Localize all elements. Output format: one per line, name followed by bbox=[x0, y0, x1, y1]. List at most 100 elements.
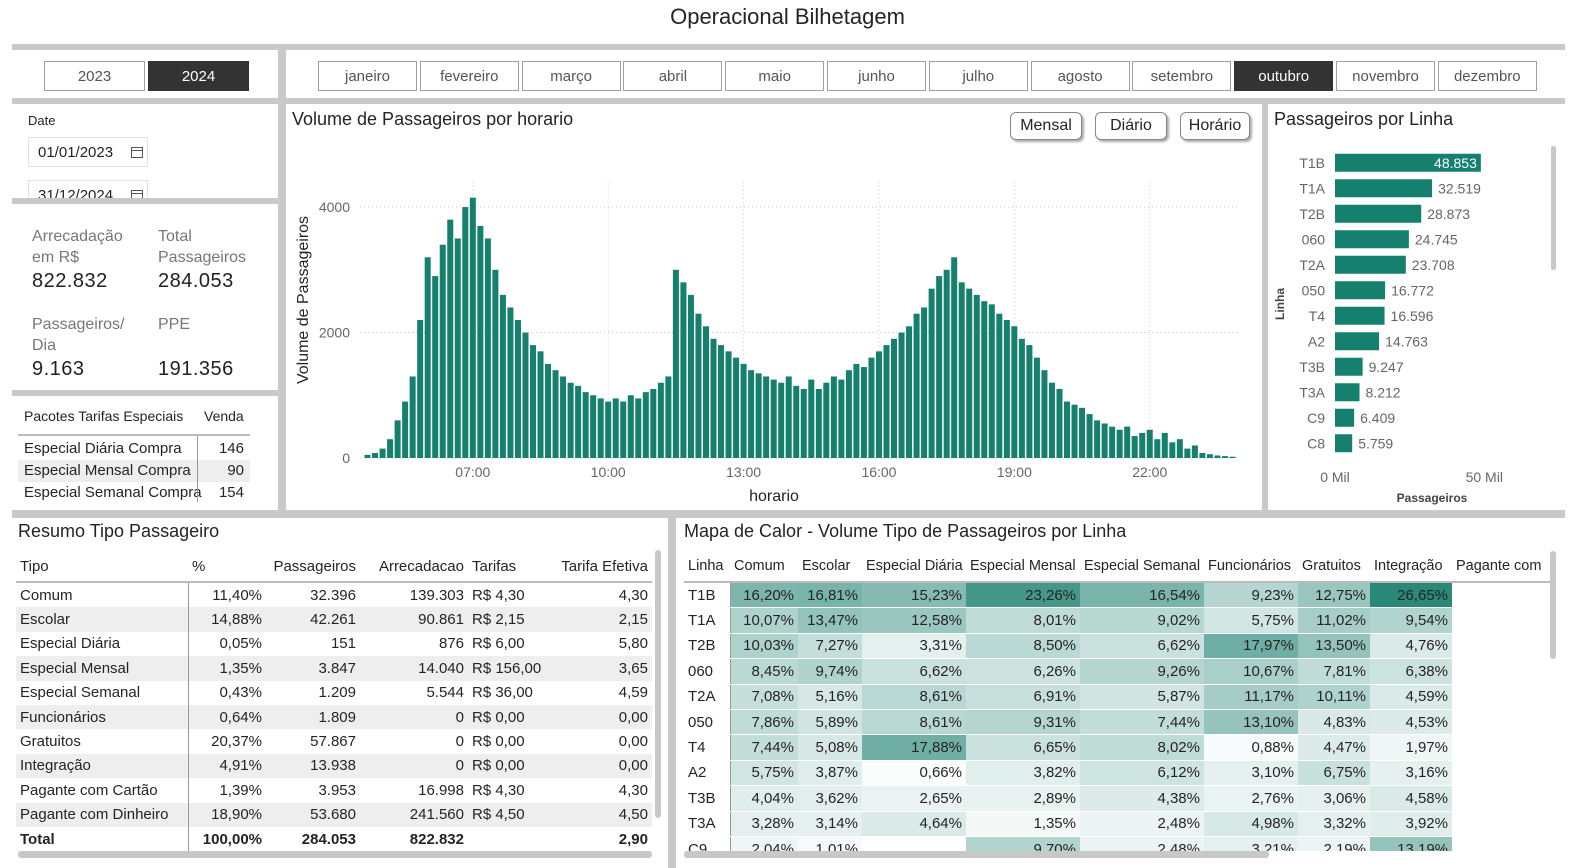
row-header: A2 bbox=[684, 760, 731, 787]
table-row: C9 2,04% 1,01% 9,70% 2,48% 3,21% 2,19% 13,19% bbox=[684, 836, 1550, 851]
scrollbar[interactable] bbox=[655, 550, 661, 818]
month-button[interactable]: novembro bbox=[1336, 61, 1435, 91]
month-button[interactable]: setembro bbox=[1132, 61, 1232, 91]
heat-cell: 4,76% bbox=[1370, 633, 1452, 660]
table-cell: 151 bbox=[330, 635, 356, 653]
table-row: T2A 7,08% 5,16% 8,61% 6,91% 5,87% 11,17% 10,11%… bbox=[684, 684, 1550, 710]
month-button[interactable]: agosto bbox=[1030, 61, 1130, 91]
bar bbox=[1109, 426, 1116, 458]
heat-cell: 12,75% bbox=[1298, 582, 1370, 609]
bar bbox=[913, 313, 920, 458]
heat-cell: 6,12% bbox=[1080, 760, 1204, 787]
month-button[interactable]: julho bbox=[928, 61, 1028, 91]
heat-cell: 9,54% bbox=[1370, 607, 1452, 634]
month-slicer: janeiro fevereiro março abril maio junho julho… bbox=[286, 50, 1565, 98]
row-header: T2A bbox=[684, 684, 731, 710]
bar bbox=[845, 370, 852, 458]
y-tick-label: 2000 bbox=[319, 325, 350, 341]
histogram-chart: Volume de Passageiros por horario 0 2000 40… bbox=[292, 109, 1240, 505]
heat-cell: 6,65% bbox=[966, 734, 1080, 761]
table-cell: 1.809 bbox=[266, 704, 360, 730]
date-end[interactable]: 31/12/2024 bbox=[28, 180, 148, 198]
bar bbox=[875, 351, 882, 458]
bar bbox=[702, 326, 709, 458]
bar bbox=[1221, 456, 1228, 458]
bar bbox=[748, 370, 755, 458]
bar bbox=[379, 448, 386, 458]
heat-cell: 4,83% bbox=[1298, 709, 1370, 736]
y-tick-label: C9 bbox=[1307, 410, 1325, 426]
table-cell: 0 bbox=[455, 733, 464, 751]
bar bbox=[988, 304, 995, 458]
table-cell: Especial Mensal bbox=[16, 656, 189, 681]
calendar-icon bbox=[131, 147, 143, 158]
heatmap-title: Mapa de Calor - Volume Tipo de Passageir… bbox=[684, 521, 1127, 541]
bar bbox=[657, 382, 664, 458]
table-cell: 0,05% bbox=[219, 635, 262, 653]
heat-cell: 4,47% bbox=[1298, 734, 1370, 761]
month-button[interactable]: fevereiro bbox=[419, 61, 519, 91]
x-tick-label: 0 Mil bbox=[1320, 469, 1350, 485]
table-cell: R$ 4,50 bbox=[468, 802, 551, 827]
table-cell: R$ 0,00 bbox=[468, 753, 551, 779]
year-button[interactable]: 2024 bbox=[148, 61, 249, 91]
table-row: Pagante com Cartão 1,39% 3.953 16.998 R$ 4,3… bbox=[16, 778, 652, 803]
bar bbox=[665, 376, 672, 458]
data-label: 16.772 bbox=[1391, 282, 1434, 298]
data-label: 23.708 bbox=[1412, 257, 1455, 273]
table-cell: 14.040 bbox=[360, 656, 468, 681]
table-row: A2 5,75% 3,87% 0,66% 3,82% 6,12% 3,10% 6,75% 3,1… bbox=[684, 760, 1550, 787]
scrollbar[interactable] bbox=[1550, 551, 1556, 659]
table-cell: R$ 0,00 bbox=[472, 733, 525, 751]
bar bbox=[718, 345, 725, 458]
bar bbox=[537, 351, 544, 458]
year-button[interactable]: 2023 bbox=[44, 61, 145, 91]
table-row: T3B 4,04% 3,62% 2,65% 2,89% 4,38% 2,76% 3,06% 4,… bbox=[684, 785, 1550, 812]
month-button[interactable]: maio bbox=[725, 61, 825, 91]
bar bbox=[484, 238, 491, 458]
heat-cell: 4,53% bbox=[1370, 709, 1452, 736]
table-row: Escolar 14,88% 42.261 90.861 R$ 2,15 2,15 bbox=[16, 607, 652, 632]
row-header: C9 bbox=[684, 836, 731, 851]
heat-cell: 16,81% bbox=[798, 582, 862, 609]
month-button[interactable]: abril bbox=[623, 61, 723, 91]
x-axis-title: horario bbox=[749, 488, 799, 505]
month-button[interactable]: junho bbox=[827, 61, 926, 91]
heat-cell: 2,65% bbox=[862, 785, 966, 812]
heat-cell: 13,10% bbox=[1204, 709, 1298, 736]
table-cell: 14,88% bbox=[188, 607, 266, 632]
table-cell: 0,00 bbox=[618, 733, 648, 751]
bar bbox=[1214, 455, 1221, 458]
heat-cell: 1,01% bbox=[798, 836, 862, 851]
bar bbox=[394, 420, 401, 458]
heat-cell bbox=[1452, 709, 1550, 736]
scrollbar[interactable] bbox=[18, 851, 652, 858]
table-cell: R$ 6,00 bbox=[472, 635, 525, 653]
month-button[interactable]: março bbox=[521, 61, 621, 91]
month-button[interactable]: janeiro bbox=[318, 61, 417, 91]
page-title: Operacional Bilhetagem bbox=[670, 4, 905, 29]
scrollbar[interactable] bbox=[684, 851, 1269, 858]
bar bbox=[981, 301, 988, 458]
month-button[interactable]: outubro bbox=[1234, 61, 1334, 91]
heat-cell bbox=[1452, 633, 1550, 660]
view-button[interactable]: Diário bbox=[1095, 112, 1167, 140]
kpi-value: 284.053 bbox=[158, 270, 234, 292]
scrollbar[interactable] bbox=[1551, 146, 1556, 270]
row-header: T2B bbox=[684, 633, 731, 660]
heat-cell: 0,66% bbox=[862, 760, 966, 787]
table-cell: 20,37% bbox=[211, 733, 262, 751]
view-button[interactable]: Horário bbox=[1180, 112, 1250, 140]
bar bbox=[943, 269, 950, 458]
heat-cell bbox=[1452, 684, 1550, 710]
column-header: Especial Semanal bbox=[1080, 551, 1204, 583]
total-cell: 100,00% bbox=[202, 830, 262, 848]
bar bbox=[1199, 452, 1206, 458]
kpi-label: Passageiros/ Dia bbox=[32, 316, 125, 354]
month-button[interactable]: dezembro bbox=[1437, 61, 1537, 91]
bar bbox=[1229, 456, 1236, 458]
view-button[interactable]: Mensal bbox=[1010, 112, 1082, 140]
table-cell: 11,40% bbox=[212, 586, 262, 604]
date-start[interactable]: 01/01/2023 bbox=[28, 137, 148, 167]
table-cell: 57.867 bbox=[310, 733, 356, 751]
